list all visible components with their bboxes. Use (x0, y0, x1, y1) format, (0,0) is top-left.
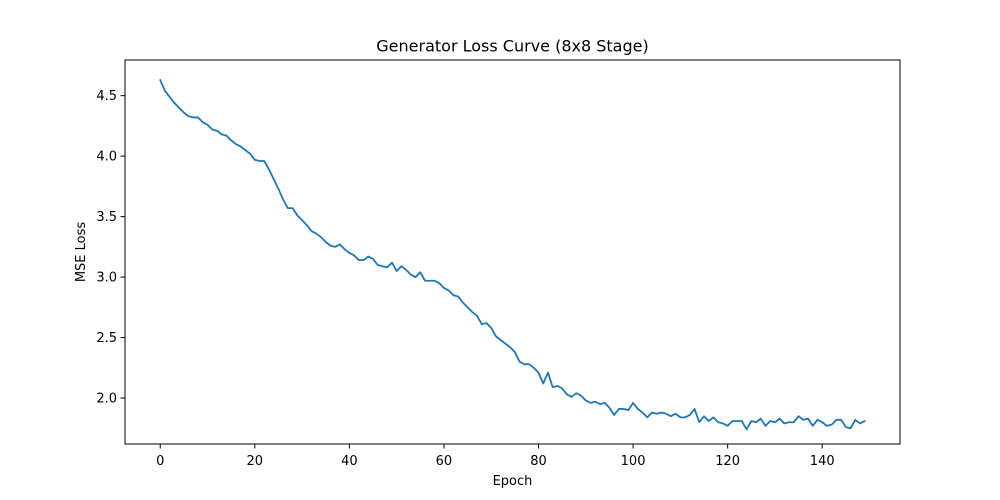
plot-frame (124, 59, 901, 445)
y-tick-label: 4.5 (96, 89, 117, 104)
x-tick-label: 60 (436, 454, 453, 469)
y-axis-label: MSE Loss (74, 222, 89, 283)
loss-series-line (159, 79, 866, 431)
y-tick-label: 3.0 (96, 271, 117, 286)
x-tick-label: 100 (621, 454, 646, 469)
y-tick-label: 2.0 (96, 392, 117, 407)
x-tick-label: 20 (247, 454, 264, 469)
x-tick-label: 80 (530, 454, 547, 469)
y-axis-ticks: 2.0 2.5 3.0 3.5 4.0 4.5 (96, 89, 125, 407)
y-tick-label: 4.0 (96, 150, 117, 165)
x-tick-label: 0 (156, 454, 164, 469)
x-axis-ticks: 0 20 40 60 80 100 120 140 (156, 444, 835, 469)
y-tick-label: 2.5 (96, 331, 117, 346)
chart-title: Generator Loss Curve (8x8 Stage) (376, 37, 648, 56)
x-tick-label: 40 (341, 454, 358, 469)
x-tick-label: 120 (715, 454, 740, 469)
x-axis-label: Epoch (493, 474, 533, 489)
x-tick-label: 140 (810, 454, 835, 469)
y-tick-label: 3.5 (96, 210, 117, 225)
